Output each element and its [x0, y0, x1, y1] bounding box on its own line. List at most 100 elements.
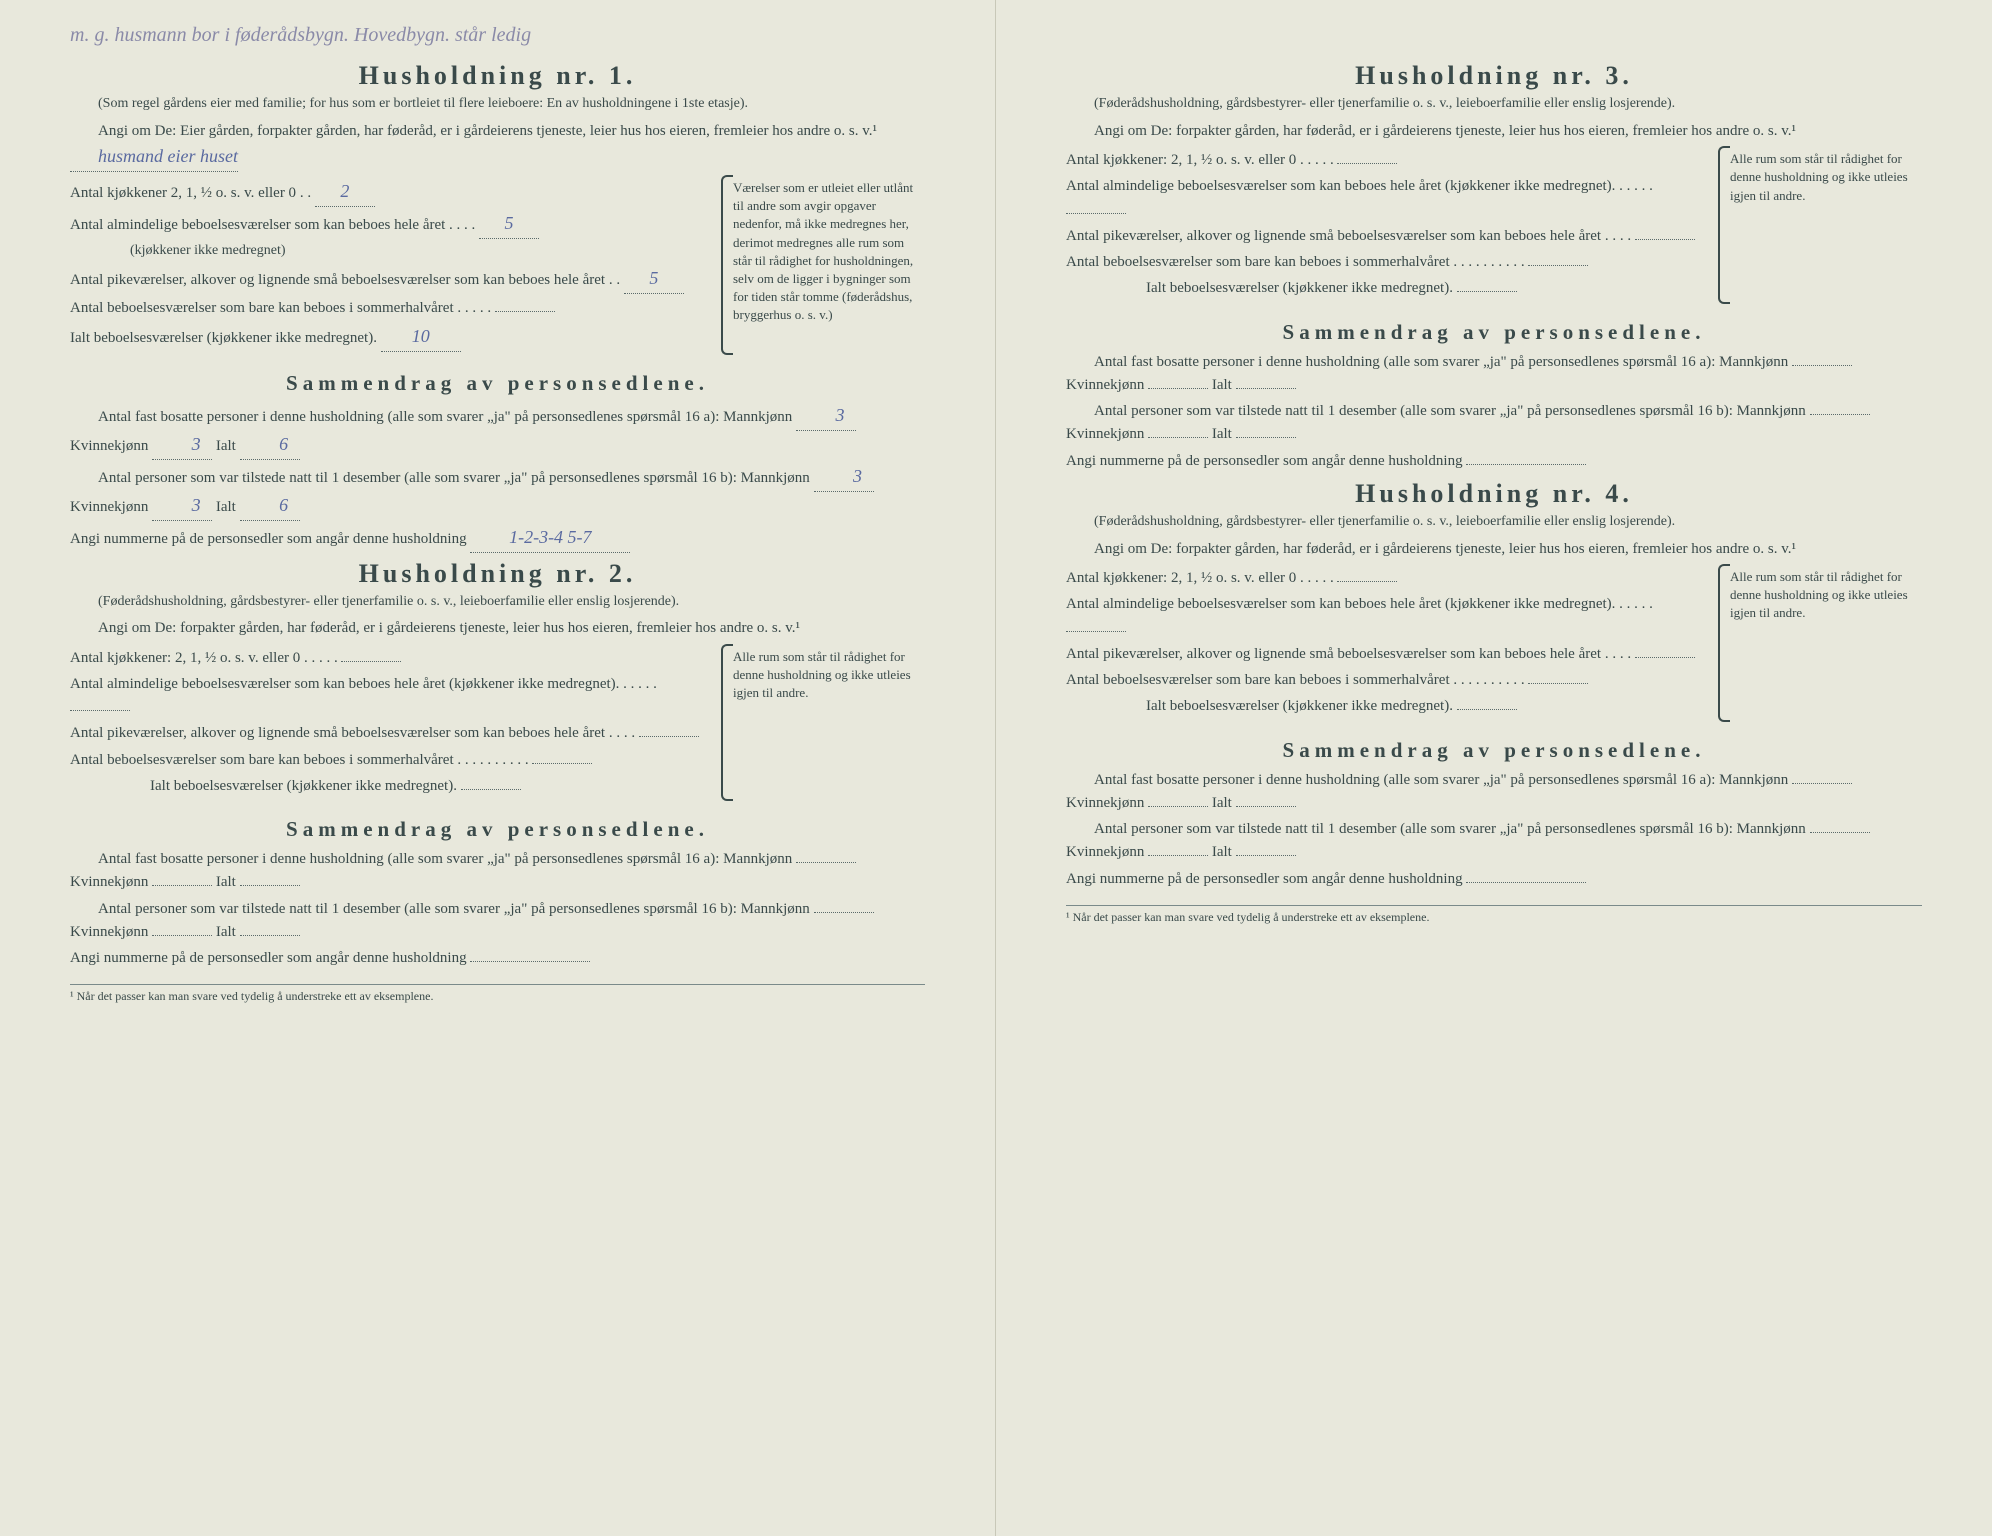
lbl: Antal beboelsesværelser som bare kan beb…	[70, 300, 454, 316]
h4-angi: Angi om De: forpakter gården, har føderå…	[1066, 538, 1922, 561]
lbl: Ialt beboelsesværelser (kjøkkener ikke m…	[1146, 280, 1453, 296]
v[interactable]	[152, 885, 212, 886]
v[interactable]: 3	[152, 431, 212, 460]
val[interactable]: 10	[381, 323, 461, 352]
v[interactable]	[1528, 683, 1588, 684]
v[interactable]: 3	[796, 402, 856, 431]
v[interactable]: 3	[152, 492, 212, 521]
t: Antal personer som var tilstede natt til…	[1094, 821, 1806, 837]
lbl: Ialt beboelsesværelser (kjøkkener ikke m…	[1146, 698, 1453, 714]
lbl: Antal pikeværelser, alkover og lignende …	[70, 272, 605, 288]
v[interactable]	[1457, 709, 1517, 710]
t: Kvinnekjønn	[1066, 426, 1144, 442]
h1-sub: (Som regel gårdens eier med familie; for…	[70, 95, 925, 114]
t: Kvinnekjønn	[70, 499, 148, 515]
v[interactable]: 3	[814, 463, 874, 492]
v[interactable]	[470, 961, 590, 962]
v[interactable]	[639, 736, 699, 737]
t: Ialt	[216, 438, 236, 454]
v[interactable]	[1457, 291, 1517, 292]
v[interactable]	[1810, 832, 1870, 833]
v[interactable]	[796, 862, 856, 863]
lbl: Antal pikeværelser, alkover og lignende …	[1066, 646, 1601, 662]
h1-sum-title: Sammendrag av personsedlene.	[70, 371, 925, 396]
t: Antal fast bosatte personer i denne hush…	[1094, 772, 1788, 788]
v[interactable]	[1337, 581, 1397, 582]
lbl: Antal pikeværelser, alkover og lignende …	[70, 725, 605, 741]
h2-side: Alle rum som står til rådighet for denne…	[733, 644, 925, 802]
t: Kvinnekjønn	[1066, 377, 1144, 393]
v[interactable]	[1337, 163, 1397, 164]
t: Ialt	[1212, 844, 1232, 860]
val[interactable]: 5	[624, 265, 684, 294]
h1-angi-hw[interactable]: husmand eier huset	[70, 143, 238, 172]
v[interactable]	[814, 912, 874, 913]
t: Kvinnekjønn	[1066, 795, 1144, 811]
v[interactable]	[1635, 657, 1695, 658]
t: Ialt	[1212, 377, 1232, 393]
lbl: Antal pikeværelser, alkover og lignende …	[1066, 228, 1601, 244]
right-column: Husholdning nr. 3. (Føderådshusholdning,…	[996, 0, 1992, 1536]
v[interactable]	[1236, 806, 1296, 807]
lbl-sub: (kjøkkener ikke medregnet)	[130, 243, 286, 258]
handwriting-top: m. g. husmann bor i føderådsbygn. Hovedb…	[70, 24, 850, 47]
v[interactable]	[1466, 882, 1586, 883]
v[interactable]	[1236, 388, 1296, 389]
h1-title: Husholdning nr. 1.	[70, 61, 925, 91]
lbl: Antal kjøkkener: 2, 1, ½ o. s. v. eller …	[1066, 152, 1296, 168]
lbl: Antal almindelige beboelsesværelser som …	[70, 676, 619, 692]
h2-angi: Angi om De: forpakter gården, har føderå…	[70, 617, 925, 640]
h1-angi-text: Angi om De: Eier gården, forpakter gårde…	[98, 123, 877, 139]
val[interactable]: 2	[315, 178, 375, 207]
h4-sum-title: Sammendrag av personsedlene.	[1066, 738, 1922, 763]
form-page: m. g. husmann bor i føderådsbygn. Hovedb…	[0, 0, 1992, 1536]
v[interactable]	[1528, 265, 1588, 266]
v[interactable]	[1236, 855, 1296, 856]
v[interactable]: 6	[240, 431, 300, 460]
t: Kvinnekjønn	[70, 924, 148, 940]
v[interactable]	[70, 710, 130, 711]
v[interactable]	[341, 661, 401, 662]
v[interactable]	[1148, 855, 1208, 856]
v[interactable]	[1792, 365, 1852, 366]
h4-sub: (Føderådshusholdning, gårdsbestyrer- ell…	[1066, 513, 1922, 532]
v[interactable]	[152, 935, 212, 936]
t: Angi nummerne på de personsedler som ang…	[1066, 871, 1463, 887]
h2-sub: (Føderådshusholdning, gårdsbestyrer- ell…	[70, 593, 925, 612]
v[interactable]: 6	[240, 492, 300, 521]
v[interactable]	[1148, 806, 1208, 807]
t: Ialt	[1212, 426, 1232, 442]
v[interactable]: 1-2-3-4 5-7	[470, 524, 630, 553]
v[interactable]	[461, 789, 521, 790]
v[interactable]	[1148, 388, 1208, 389]
v[interactable]	[240, 885, 300, 886]
lbl: Antal almindelige beboelsesværelser som …	[1066, 596, 1615, 612]
v[interactable]	[1066, 213, 1126, 214]
lbl: Antal beboelsesværelser som bare kan beb…	[70, 752, 454, 768]
t: Ialt	[216, 874, 236, 890]
left-column: m. g. husmann bor i føderådsbygn. Hovedb…	[0, 0, 996, 1536]
t: Ialt	[1212, 795, 1232, 811]
v[interactable]	[1066, 631, 1126, 632]
lbl: Antal beboelsesværelser som bare kan beb…	[1066, 254, 1450, 270]
v[interactable]	[1810, 414, 1870, 415]
t: Kvinnekjønn	[70, 438, 148, 454]
lbl: Antal almindelige beboelsesværelser som …	[1066, 178, 1615, 194]
val[interactable]: 5	[479, 210, 539, 239]
v[interactable]	[1148, 437, 1208, 438]
v[interactable]	[532, 763, 592, 764]
h2-title: Husholdning nr. 2.	[70, 559, 925, 589]
val[interactable]	[495, 311, 555, 312]
v[interactable]	[240, 935, 300, 936]
lbl: Antal kjøkkener: 2, 1, ½ o. s. v. eller …	[1066, 570, 1296, 586]
v[interactable]	[1466, 464, 1586, 465]
t: Antal personer som var tilstede natt til…	[98, 470, 810, 486]
h2-sum-title: Sammendrag av personsedlene.	[70, 817, 925, 842]
t: Antal personer som var tilstede natt til…	[98, 901, 810, 917]
v[interactable]	[1635, 239, 1695, 240]
v[interactable]	[1792, 783, 1852, 784]
footnote-right: ¹ Når det passer kan man svare ved tydel…	[1066, 905, 1922, 925]
lbl: Antal beboelsesværelser som bare kan beb…	[1066, 672, 1450, 688]
lbl: Antal kjøkkener: 2, 1, ½ o. s. v. eller …	[70, 650, 300, 666]
v[interactable]	[1236, 437, 1296, 438]
